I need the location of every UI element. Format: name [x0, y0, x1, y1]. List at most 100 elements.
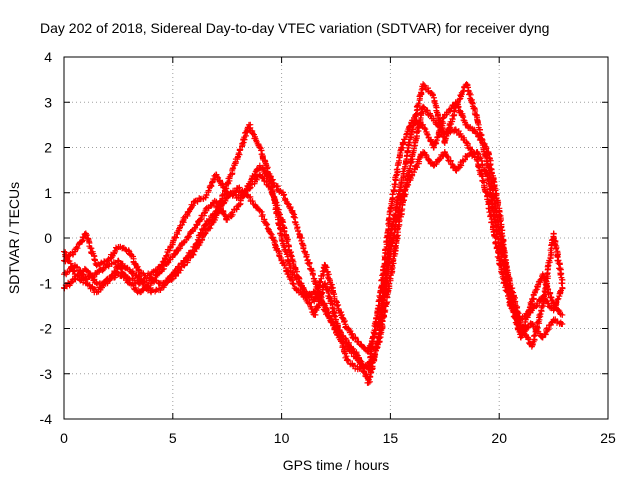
series-marks: [192, 209, 208, 231]
y-tick-labels: -4 -3 -2 -1 0 1 2 3 4: [40, 49, 53, 427]
series-marks: [279, 259, 295, 284]
series-marks: [149, 261, 165, 276]
series-marks: [398, 128, 416, 186]
series-marks: [170, 240, 186, 258]
series-marks: [246, 172, 263, 192]
chart-title: Day 202 of 2018, Sidereal Day-to-day VTE…: [40, 20, 549, 36]
series-marks: [104, 263, 121, 285]
data-point: [267, 230, 274, 237]
series-marks: [213, 199, 230, 223]
series-marks: [257, 172, 273, 190]
x-tick-label: 5: [169, 430, 177, 446]
series-marks: [235, 186, 251, 199]
x-tick-label: 20: [491, 430, 507, 446]
x-axis-label: GPS time / hours: [283, 457, 390, 473]
series-marks: [399, 119, 415, 151]
series-marks: [421, 82, 436, 99]
series-marks: [279, 216, 296, 263]
series-marks: [82, 230, 100, 269]
y-tick-label: 2: [44, 140, 52, 156]
series-marks: [322, 308, 338, 331]
series-marks: [202, 171, 219, 201]
y-tick-label: -1: [40, 275, 53, 291]
series-marks: [289, 209, 307, 249]
series-marks: [126, 250, 142, 275]
series-marks: [387, 195, 405, 254]
series-marks: [464, 123, 480, 137]
series-marks: [409, 151, 425, 176]
y-tick-label: -2: [40, 321, 53, 337]
y-tick-label: 0: [44, 230, 52, 246]
series-marks: [496, 208, 514, 303]
series-marks: [62, 249, 77, 265]
series-marks: [138, 282, 154, 295]
axis-ticks: [63, 56, 609, 420]
series-marks: [322, 283, 339, 320]
series-marks: [202, 213, 219, 236]
series-marks: [463, 82, 481, 123]
y-tick-label: -4: [40, 411, 53, 427]
series-marks: [170, 218, 187, 244]
data-point: [289, 257, 296, 264]
data-point: [420, 121, 427, 128]
series-marks: [94, 262, 110, 276]
series-marks: [420, 104, 437, 122]
series-marks: [224, 154, 241, 187]
series-marks: [192, 231, 208, 252]
series-marks: [539, 318, 556, 340]
y-tick-label: 1: [44, 185, 52, 201]
series-marks: [202, 197, 218, 212]
series-marks: [83, 267, 100, 286]
series-marks: [115, 258, 131, 272]
series-marks: [431, 151, 447, 168]
series-marks: [474, 157, 492, 205]
y-tick-label: 4: [44, 49, 52, 65]
series-marks: [192, 195, 207, 205]
series-marks: [95, 258, 110, 268]
series-marks: [453, 153, 469, 174]
series-marks: [290, 258, 306, 293]
data-point: [559, 311, 566, 318]
series-marks: [421, 149, 437, 169]
series-marks: [257, 164, 274, 181]
series-marks: [485, 150, 503, 214]
series-marks: [148, 285, 164, 295]
series-marks: [365, 330, 383, 385]
series-marks: [280, 189, 295, 214]
series-marks: [72, 265, 88, 283]
series-marks: [181, 251, 197, 269]
series-marks: [235, 124, 251, 158]
series-marks: [268, 231, 285, 263]
data-point: [559, 320, 566, 327]
data-point: [559, 280, 566, 287]
x-tick-labels: 0 5 10 15 20 25: [60, 430, 616, 446]
series-marks: [224, 203, 241, 221]
series-marks: [387, 146, 405, 212]
series-marks: [180, 198, 197, 221]
series-trace-2: [61, 81, 566, 386]
x-tick-label: 10: [274, 430, 290, 446]
series-marks: [170, 261, 187, 280]
x-tick-label: 25: [600, 430, 616, 446]
series-marks: [345, 339, 360, 358]
data-point: [235, 185, 242, 192]
series-marks: [475, 132, 491, 156]
data-points: [61, 81, 566, 386]
y-tick-label: 3: [44, 94, 52, 110]
data-point: [333, 298, 339, 305]
series-marks: [517, 299, 535, 341]
series-marks: [138, 269, 153, 279]
series-marks: [474, 150, 491, 182]
series-marks: [246, 121, 263, 150]
series-marks: [507, 299, 525, 338]
series-marks: [345, 325, 361, 345]
series-marks: [485, 177, 503, 249]
x-tick-label: 15: [383, 430, 399, 446]
data-point: [158, 262, 165, 269]
data-point: [71, 275, 78, 282]
series-marks: [540, 272, 557, 309]
series-marks: [529, 272, 546, 303]
series-marks: [322, 263, 340, 304]
x-tick-label: 0: [60, 430, 68, 446]
